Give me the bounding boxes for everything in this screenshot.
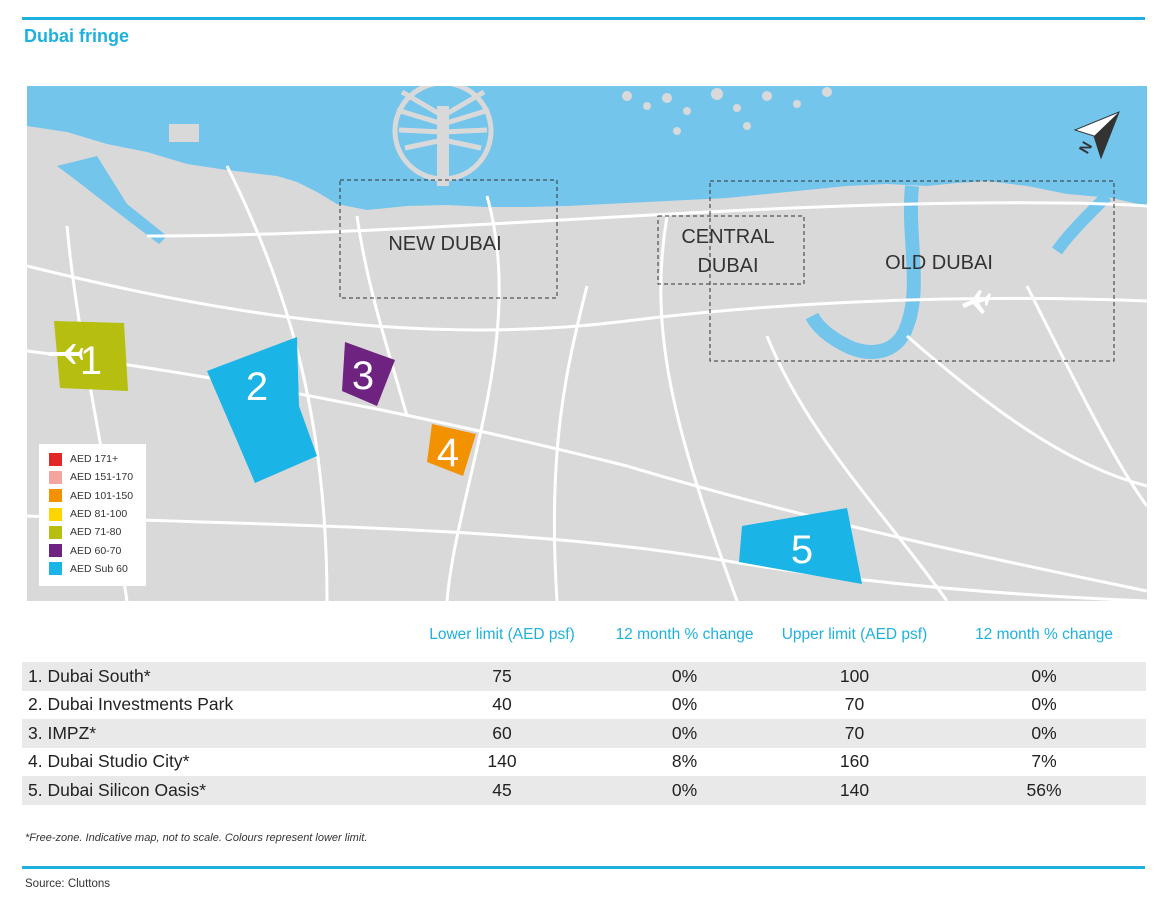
legend-label: AED 60-70 (70, 544, 122, 557)
cell-name: 4. Dubai Studio City* (28, 751, 190, 772)
creek (805, 185, 921, 359)
zone-2-number: 2 (246, 365, 268, 409)
cell-name: 2. Dubai Investments Park (28, 694, 234, 715)
airport-icon-old-dubai (962, 290, 991, 314)
zone-5 (739, 508, 862, 584)
legend-swatch (49, 452, 62, 466)
cell-upper-change: 0% (1031, 665, 1057, 686)
footnote: *Free-zone. Indicative map, not to scale… (25, 832, 368, 844)
source-note: Source: Cluttons (25, 878, 111, 890)
sea (27, 86, 1147, 210)
cell-lower-change: 0% (671, 722, 698, 743)
cell-upper-change: 0% (1031, 694, 1057, 715)
header-upper-limit: Upper limit (AED psf) (781, 626, 928, 643)
cell-lower: 45 (492, 779, 512, 800)
label-central-line2: DUBAI (697, 255, 758, 277)
airport-icon (49, 344, 83, 364)
legend-swatch (49, 525, 62, 539)
legend-swatch (49, 489, 62, 503)
legend-label: AED 171+ (70, 453, 119, 466)
label-central-line1: CENTRAL (681, 226, 774, 248)
header-upper-change: 12 month % change (975, 626, 1113, 643)
cell-upper: 70 (844, 722, 865, 743)
cell-upper-change: 0% (1031, 722, 1057, 743)
legend-swatch (49, 507, 62, 521)
table-row: 3. IMPZ* 60 0% 70 0% (22, 719, 1146, 748)
rental-table: Lower limit (AED psf) 12 month % change … (22, 622, 1146, 805)
cell-lower: 75 (492, 665, 512, 686)
bottom-rule (22, 866, 1145, 869)
zone-3 (342, 342, 395, 406)
table-row: 1. Dubai South* 75 0% 100 0% (22, 662, 1146, 691)
label-new-dubai: NEW DUBAI (388, 233, 501, 255)
table-row: 2. Dubai Investments Park 40 0% 70 0% (22, 690, 1146, 719)
legend-item: AED 60-70 (39, 541, 146, 559)
zone-4-number: 4 (437, 431, 459, 475)
cell-upper-change: 56% (1026, 779, 1062, 800)
cell-lower: 140 (487, 751, 517, 772)
legend-item: AED Sub 60 (39, 560, 146, 578)
legend-swatch (49, 544, 62, 558)
zone-5-number: 5 (791, 528, 813, 572)
header-lower-change: 12 month % change (615, 626, 754, 643)
district-boxes (339, 179, 1115, 362)
palm-island (392, 86, 494, 186)
table-header: Lower limit (AED psf) 12 month % change … (22, 622, 1146, 648)
cell-upper: 100 (839, 665, 870, 686)
legend-item: AED 171+ (39, 450, 146, 468)
label-old-dubai: OLD DUBAI (885, 252, 993, 274)
cell-lower: 60 (492, 722, 512, 743)
cell-upper: 140 (839, 779, 870, 800)
zones: 1 2 3 4 5 (54, 321, 862, 584)
cell-lower-change: 0% (671, 694, 698, 715)
table-row: 4. Dubai Studio City* 140 8% 160 7% (22, 747, 1146, 776)
area-labels: NEW DUBAI CENTRAL DUBAI OLD DUBAI (388, 226, 993, 277)
header-lower-limit: Lower limit (AED psf) (429, 626, 575, 643)
zone-4 (427, 424, 476, 476)
legend-item: AED 71-80 (39, 523, 146, 541)
cell-name: 5. Dubai Silicon Oasis* (28, 779, 206, 800)
table-row: 5. Dubai Silicon Oasis* 45 0% 140 56% (22, 776, 1146, 805)
legend-label: AED 71-80 (70, 526, 122, 539)
cell-upper: 160 (839, 751, 870, 772)
cell-lower-change: 0% (671, 665, 698, 686)
cell-upper-change: 7% (1031, 751, 1057, 772)
cell-lower-change: 0% (671, 779, 698, 800)
top-rule (22, 17, 1145, 20)
legend-label: AED 151-170 (70, 471, 134, 484)
map[interactable]: NEW DUBAI CENTRAL DUBAI OLD DUBAI 1 2 3 … (27, 86, 1147, 601)
cell-name: 1. Dubai South* (28, 665, 151, 686)
cell-name: 3. IMPZ* (28, 722, 97, 743)
zone-1 (54, 321, 128, 391)
legend-label: AED Sub 60 (70, 562, 128, 575)
legend-swatch (49, 562, 62, 576)
legend-item: AED 101-150 (39, 487, 146, 505)
legend: AED 171+ AED 151-170 AED 101-150 AED 81-… (39, 444, 146, 586)
legend-swatch (49, 470, 62, 484)
zone-2 (207, 337, 317, 483)
cell-lower-change: 8% (671, 751, 698, 772)
cell-upper: 70 (844, 694, 865, 715)
zone-3-number: 3 (352, 354, 374, 398)
islands (622, 87, 832, 135)
legend-item: AED 81-100 (39, 505, 146, 523)
port (57, 156, 167, 244)
legend-label: AED 81-100 (70, 508, 128, 521)
zone-1-number: 1 (80, 339, 102, 383)
cell-lower: 40 (492, 694, 512, 715)
legend-label: AED 101-150 (70, 489, 134, 502)
page-title: Dubai fringe (24, 26, 130, 46)
legend-item: AED 151-170 (39, 468, 146, 486)
